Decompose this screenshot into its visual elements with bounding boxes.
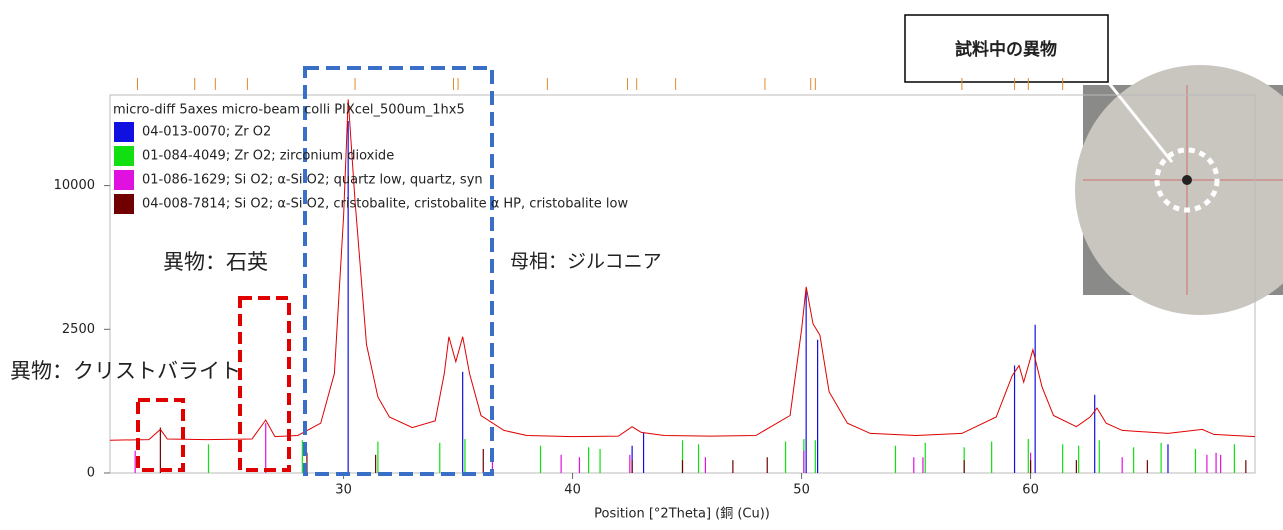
y-tick-label: 10000 [54, 178, 95, 193]
legend-title: micro-diff 5axes micro-beam colli PIXcel… [113, 103, 465, 118]
y-tick-label: 2500 [62, 322, 95, 337]
legend-label: 04-008-7814; Si O2; α-Si O2, cristobalit… [142, 197, 628, 212]
highlight-box [305, 68, 492, 474]
x-tick-label: 40 [564, 483, 581, 498]
x-tick-label: 30 [335, 483, 352, 498]
annotation: 母相：ジルコニア [510, 251, 662, 273]
y-tick-label: 0 [87, 466, 95, 481]
x-tick-label: 60 [1022, 483, 1039, 498]
plot-area: 0 2500 10000 30 40 50 60 [54, 78, 1255, 498]
legend-label: 04-013-0070; Zr O2 [142, 125, 271, 140]
legend-label: 01-084-4049; Zr O2; zirconium dioxide [142, 149, 394, 164]
legend-swatch [114, 146, 134, 166]
annotation: 異物：クリストバライト [10, 359, 241, 383]
annotation: 異物：石英 [163, 250, 268, 274]
legend-swatch [114, 194, 134, 214]
foreign-particle [1182, 175, 1192, 185]
legend-swatch [114, 122, 134, 142]
x-tick-label: 50 [793, 483, 810, 498]
legend-swatch [114, 170, 134, 190]
chart: 0 2500 10000 30 40 50 60 micro-diff 5axes micr… [0, 0, 1283, 526]
sample-photo [1075, 65, 1283, 315]
x-axis-label: Position [°2Theta] (銅 (Cu)) [594, 507, 770, 522]
legend-label: 01-086-1629; Si O2; α-Si O2; quartz low,… [142, 173, 483, 188]
highlight-box [240, 298, 289, 470]
callout-text: 試料中の異物 [955, 39, 1057, 60]
